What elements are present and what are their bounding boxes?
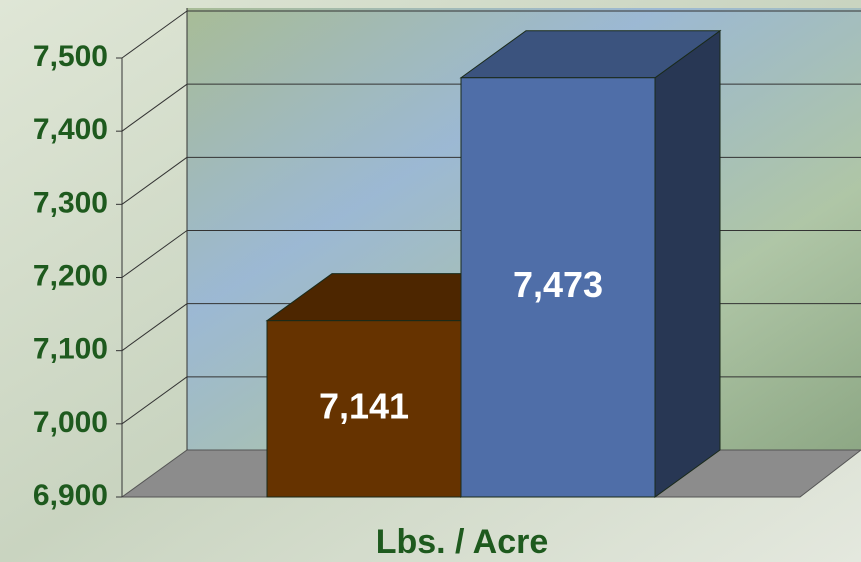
data-label: 7,473: [513, 264, 603, 305]
grid-line: [121, 230, 188, 278]
grid-line: [121, 156, 188, 205]
data-label: 7,141: [319, 385, 409, 426]
grid-line: [121, 83, 188, 132]
grid-line: [121, 376, 188, 425]
y-tick-label: 7,500: [33, 40, 108, 73]
y-tick-label: 7,100: [33, 333, 108, 366]
bar-side: [654, 29, 721, 498]
bar: [266, 320, 462, 498]
grid-line: [121, 303, 188, 352]
y-tick-label: 7,400: [33, 113, 108, 146]
x-axis-label: Lbs. / Acre: [376, 523, 549, 561]
y-tick-label: 7,300: [33, 186, 108, 219]
y-tick-label: 7,200: [33, 259, 108, 292]
bar: [460, 77, 656, 498]
y-tick-label: 6,900: [33, 479, 108, 512]
grid-line: [121, 10, 188, 59]
y-tick-label: 7,000: [33, 406, 108, 439]
